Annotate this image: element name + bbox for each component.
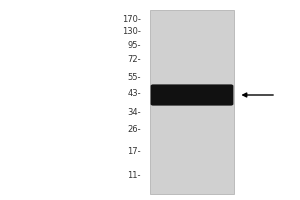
Bar	[150, 10, 234, 194]
Text: 34-: 34-	[128, 108, 141, 116]
Text: 55-: 55-	[128, 72, 141, 82]
Text: 11-: 11-	[128, 170, 141, 180]
Text: kDa: kDa	[126, 0, 144, 2]
Text: 26-: 26-	[128, 124, 141, 134]
Text: 170-: 170-	[122, 15, 141, 23]
Text: 43-: 43-	[128, 90, 141, 98]
Text: 95-: 95-	[128, 40, 141, 49]
Text: 130-: 130-	[122, 26, 141, 36]
Text: 17-: 17-	[128, 146, 141, 156]
FancyBboxPatch shape	[151, 84, 233, 106]
Text: 72-: 72-	[128, 55, 141, 64]
